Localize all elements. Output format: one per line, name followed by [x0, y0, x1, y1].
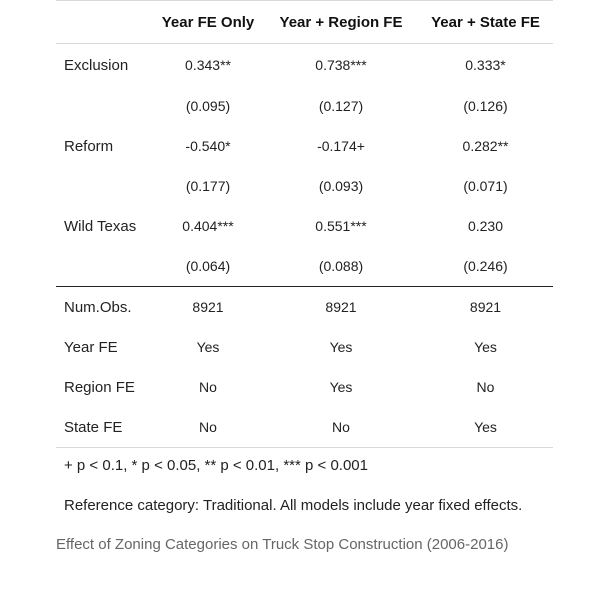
- stat-cell: 8921: [418, 286, 553, 327]
- header-cell-empty: [56, 0, 152, 44]
- stat-cell: No: [152, 407, 264, 448]
- se-cell: (0.093): [318, 178, 364, 194]
- table-header-row: Year FE Only Year + Region FE Year + Sta…: [56, 0, 553, 44]
- regression-table-container: Year FE Only Year + Region FE Year + Sta…: [56, 0, 553, 448]
- coef-cell: 0.404***: [182, 218, 234, 234]
- se-cell: (0.177): [185, 178, 231, 194]
- coef-cell: 0.333*: [465, 57, 506, 73]
- row-num-obs: Num.Obs. 8921 8921 8921: [56, 286, 553, 327]
- row-wild-texas: Wild Texas 0.404*** 0.551*** 0.230: [56, 206, 553, 246]
- row-label: Reform: [64, 137, 114, 155]
- stat-cell: Yes: [196, 339, 220, 355]
- coef-cell: 0.230: [467, 218, 504, 234]
- se-cell: (0.126): [463, 98, 508, 114]
- stat-cell: Yes: [329, 339, 353, 355]
- stat-cell: No: [199, 379, 217, 395]
- stat-cell: 8921: [264, 286, 418, 327]
- row-label: Num.Obs.: [56, 286, 152, 327]
- se-cell: (0.095): [185, 98, 231, 114]
- row-region-fe: Region FE No Yes No: [56, 367, 553, 407]
- stat-cell: 8921: [152, 286, 264, 327]
- coef-cell: 0.343**: [185, 57, 231, 73]
- coef-cell: -0.540*: [185, 138, 231, 154]
- se-cell: (0.088): [318, 258, 364, 274]
- coef-cell: -0.174+: [317, 138, 365, 154]
- significance-note: + p < 0.1, * p < 0.05, ** p < 0.01, *** …: [64, 457, 368, 474]
- row-exclusion-se: (0.095) (0.127) (0.126): [56, 86, 553, 126]
- row-label: State FE: [56, 407, 152, 448]
- row-label: [56, 86, 152, 126]
- header-year-state-fe: Year + State FE: [418, 0, 553, 44]
- row-label: Exclusion: [64, 56, 129, 74]
- se-cell: (0.127): [318, 98, 364, 114]
- row-label: [56, 166, 152, 206]
- se-cell: (0.071): [463, 178, 508, 194]
- stat-cell: No: [264, 407, 418, 448]
- stat-cell: Yes: [474, 339, 497, 355]
- regression-table: Year FE Only Year + Region FE Year + Sta…: [56, 0, 553, 448]
- coef-cell: 0.551***: [315, 218, 367, 234]
- header-year-region-fe: Year + Region FE: [264, 0, 418, 44]
- se-cell: (0.064): [185, 258, 231, 274]
- row-reform: Reform -0.540* -0.174+ 0.282**: [56, 126, 553, 166]
- coef-cell: 0.738***: [315, 57, 367, 73]
- stat-cell: No: [476, 379, 495, 395]
- row-wild-texas-se: (0.064) (0.088) (0.246): [56, 246, 553, 287]
- row-state-fe: State FE No No Yes: [56, 407, 553, 448]
- stat-cell: Yes: [418, 407, 553, 448]
- row-label: Wild Texas: [64, 217, 137, 235]
- reference-note: Reference category: Traditional. All mod…: [64, 497, 523, 514]
- header-year-fe-only: Year FE Only: [152, 0, 264, 44]
- row-label: Year FE: [64, 338, 118, 356]
- coef-cell: 0.282**: [462, 138, 509, 154]
- row-reform-se: (0.177) (0.093) (0.071): [56, 166, 553, 206]
- row-label: [56, 246, 152, 287]
- row-year-fe: Year FE Yes Yes Yes: [56, 327, 553, 367]
- se-cell: (0.246): [463, 258, 508, 274]
- table-caption: Effect of Zoning Categories on Truck Sto…: [56, 536, 509, 553]
- row-exclusion: Exclusion 0.343** 0.738*** 0.333*: [56, 44, 553, 87]
- row-label: Region FE: [64, 378, 135, 396]
- stat-cell: Yes: [329, 379, 353, 395]
